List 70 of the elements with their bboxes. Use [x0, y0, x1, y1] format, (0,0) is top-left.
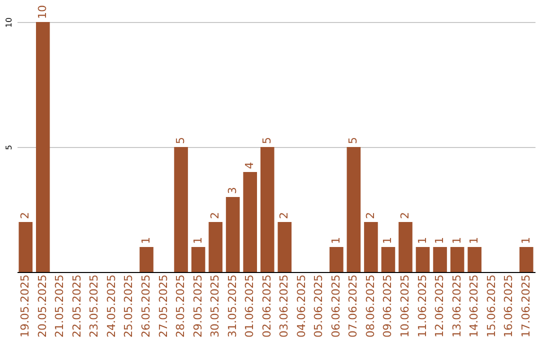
- x-tick-label: 15.06.2025: [484, 274, 498, 338]
- data-label: 3: [226, 187, 239, 194]
- x-tick-label: 02.06.2025: [260, 274, 274, 338]
- x-tick-label: 14.06.2025: [468, 274, 481, 338]
- x-tick-label: 12.06.2025: [433, 274, 446, 338]
- x-tick-label: 03.06.2025: [278, 274, 291, 338]
- bar: [243, 172, 258, 272]
- data-label: 10: [36, 5, 49, 19]
- data-label: 2: [364, 212, 377, 219]
- data-label: 2: [398, 212, 412, 219]
- x-tick-label: 09.06.2025: [381, 274, 394, 338]
- bar: [381, 247, 396, 272]
- x-tick-label: 26.05.2025: [140, 274, 152, 338]
- x-tick-label: 13.06.2025: [450, 274, 464, 338]
- data-label: 1: [433, 237, 446, 244]
- data-label: 1: [416, 237, 429, 244]
- data-label: 5: [346, 137, 360, 144]
- x-tick-label: 27.05.2025: [156, 274, 170, 338]
- bar: [140, 247, 154, 272]
- x-tick-label: 28.05.2025: [174, 274, 188, 338]
- bar: [226, 197, 240, 272]
- x-tick-label: 24.05.2025: [104, 274, 118, 338]
- bar: [364, 222, 378, 272]
- bar: [398, 222, 412, 272]
- bar: [278, 222, 292, 272]
- x-tick-label: 21.05.2025: [53, 274, 66, 338]
- x-tick-label: 05.06.2025: [312, 274, 326, 338]
- data-label: 1: [468, 237, 481, 244]
- x-tick-label: 07.06.2025: [346, 274, 360, 338]
- data-label: 1: [381, 237, 394, 244]
- data-label: 1: [519, 237, 532, 244]
- x-tick-label: 16.06.2025: [502, 274, 516, 338]
- x-tick-label: 10.06.2025: [398, 274, 412, 338]
- x-tick-label: 25.05.2025: [122, 274, 136, 338]
- bar: [416, 247, 430, 272]
- bar: [346, 147, 361, 272]
- x-tick-label: 20.05.2025: [36, 274, 49, 338]
- data-label: 1: [191, 237, 204, 244]
- data-label: 1: [329, 237, 342, 244]
- bar: [450, 247, 464, 272]
- x-tick-label: 31.05.2025: [226, 274, 239, 338]
- x-tick-label: 11.06.2025: [416, 274, 429, 338]
- bar: [18, 222, 33, 272]
- x-tick-label: 22.05.2025: [70, 274, 84, 338]
- bar: [468, 247, 482, 272]
- x-tick-label: 30.05.2025: [208, 274, 222, 338]
- x-tick-label: 04.06.2025: [294, 274, 308, 338]
- x-tick-label: 23.05.2025: [88, 274, 101, 338]
- x-tick-label: 06.06.2025: [329, 274, 342, 338]
- bar: [174, 147, 188, 272]
- data-label: 5: [174, 137, 188, 144]
- data-label: 2: [208, 212, 222, 219]
- bar: [519, 247, 534, 272]
- x-tick-label: 08.06.2025: [364, 274, 377, 338]
- data-label: 2: [18, 212, 32, 219]
- bar: [433, 247, 447, 272]
- x-tick-label: 01.06.2025: [243, 274, 256, 338]
- data-label: 5: [260, 137, 274, 144]
- bar: [208, 222, 222, 272]
- bar: [191, 247, 206, 272]
- data-label: 2: [278, 212, 291, 219]
- x-tick-label: 29.05.2025: [191, 274, 204, 338]
- bar: [330, 247, 344, 272]
- data-label: 1: [450, 237, 464, 244]
- data-label: 1: [140, 237, 152, 244]
- data-label: 4: [243, 162, 256, 169]
- bar: [260, 147, 274, 272]
- bar: [36, 22, 50, 272]
- x-tick-label: 17.06.2025: [519, 274, 532, 338]
- x-tick-label: 19.05.2025: [18, 274, 32, 338]
